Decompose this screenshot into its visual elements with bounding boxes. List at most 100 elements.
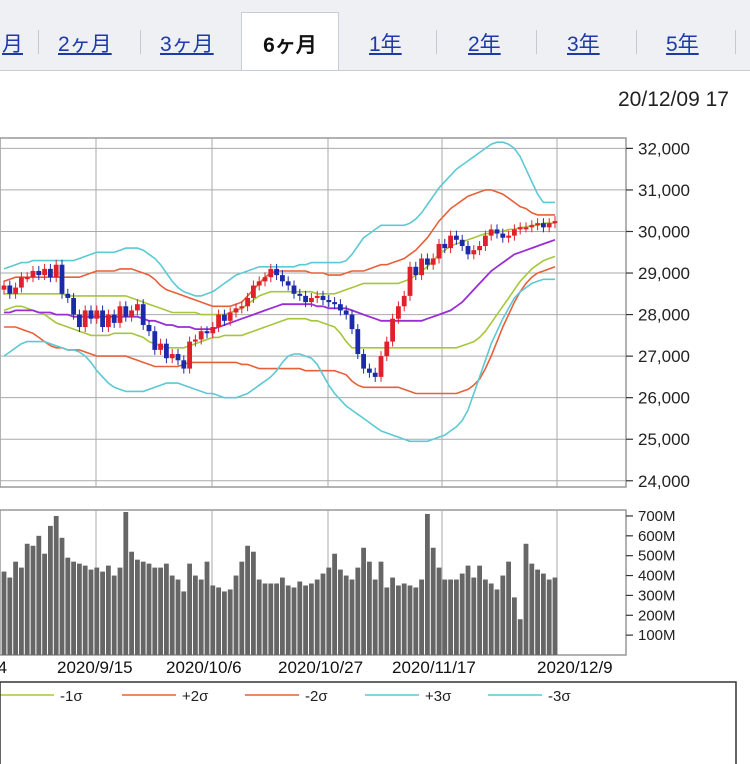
volume-bar [517, 619, 523, 655]
candle-body [448, 235, 453, 249]
volume-bar [204, 561, 210, 655]
volume-bar [506, 561, 511, 655]
candle-body [483, 235, 488, 247]
volume-bar [181, 591, 187, 655]
candle-body [13, 287, 18, 294]
price-tick-label: 26,000 [638, 389, 690, 408]
candle [59, 259, 65, 299]
volume-bar [488, 583, 494, 655]
tab-2-years[interactable]: 2年 [468, 33, 501, 56]
candle-body [367, 368, 372, 373]
tab-5-years[interactable]: 5年 [666, 33, 699, 56]
legend-label: -1σ [60, 688, 83, 705]
candle-body [239, 306, 245, 309]
candle-body [245, 297, 250, 307]
candle [552, 216, 558, 229]
candle-body [19, 277, 24, 288]
candle-body [535, 223, 540, 226]
tab-1-year[interactable]: 1年 [369, 33, 402, 56]
candle-body [268, 268, 274, 278]
volume-bar [82, 565, 88, 655]
candle-body [164, 343, 169, 359]
volume-bar [372, 579, 378, 655]
volume-bar [53, 515, 59, 655]
volume-bar [256, 579, 262, 655]
price-tick-label: 25,000 [638, 430, 690, 449]
candle-body [123, 306, 129, 317]
band-line [3, 141, 555, 297]
candle-body [442, 243, 448, 249]
candle-body [552, 221, 558, 224]
candle-body [349, 314, 355, 330]
tab-3-years[interactable]: 3年 [567, 33, 600, 56]
candle-body [407, 266, 413, 296]
candle-body [100, 310, 105, 328]
candle [378, 351, 384, 382]
tab-3-months[interactable]: 3ヶ月 [160, 33, 214, 56]
candle-body [65, 293, 71, 298]
price-tick-label: 24,000 [638, 472, 690, 491]
legend: -1σ +2σ -2σ +3σ -3σ [0, 688, 571, 705]
candle-body [111, 314, 117, 323]
volume-bar [378, 561, 384, 655]
band-line [3, 255, 556, 349]
price-tick-label: 27,000 [638, 347, 690, 366]
candle-body [419, 258, 424, 276]
volume-bar [48, 525, 53, 655]
volume-bar [320, 573, 326, 655]
candle-body [88, 310, 94, 319]
candle [285, 276, 291, 291]
date-tick-label: 2020/12/9 [537, 658, 613, 677]
candle-body [372, 372, 378, 377]
volume-bar [198, 579, 204, 655]
volume-bar [297, 581, 303, 655]
tab-separator [140, 30, 141, 54]
tab-6-months[interactable]: 6ヶ月 [241, 12, 339, 70]
candle [88, 305, 94, 324]
volume-bar [193, 575, 198, 655]
candle [53, 259, 59, 283]
volume-bar [280, 577, 285, 655]
candle-body [53, 264, 59, 278]
candle-body [384, 341, 390, 357]
candle [512, 224, 517, 241]
volume-bar [546, 579, 552, 655]
candle-body [71, 297, 76, 315]
candle [111, 309, 117, 328]
date-tick-label: 2020/10/27 [278, 658, 363, 677]
candle-body [297, 293, 303, 296]
candle-body [459, 239, 465, 247]
tab-1-month[interactable]: 月 [2, 33, 23, 56]
volume-bar [448, 579, 453, 655]
candle [245, 292, 250, 312]
candle-body [140, 304, 146, 325]
candle [459, 234, 465, 252]
candle [390, 313, 395, 347]
candle-body [401, 295, 407, 307]
date-tick-label: 2020/11/17 [392, 658, 476, 677]
tab-separator [436, 30, 437, 54]
candle-body [181, 360, 187, 369]
candle-body [378, 356, 384, 377]
band-line [4, 266, 556, 395]
candle [227, 307, 233, 326]
candle-body [396, 306, 401, 319]
candle [291, 280, 297, 299]
legend-label: -2σ [305, 688, 328, 705]
candle [419, 253, 424, 281]
candle [483, 230, 488, 252]
volume-bar [512, 597, 517, 655]
volume-bar [529, 563, 535, 655]
candle [152, 326, 158, 355]
candle [129, 305, 134, 322]
volume-tick-label: 400M [638, 568, 676, 585]
bollinger-bands [3, 141, 556, 443]
tab-2-months[interactable]: 2ヶ月 [58, 33, 112, 56]
candle-body [309, 297, 314, 303]
period-tab-bar: 月 2ヶ月 3ヶ月 6ヶ月 1年 2年 3年 5年 [0, 0, 750, 71]
candle [297, 288, 303, 301]
volume-bar [355, 567, 361, 655]
candle-body [390, 318, 395, 342]
candle [361, 349, 366, 374]
candle-body [222, 314, 227, 321]
